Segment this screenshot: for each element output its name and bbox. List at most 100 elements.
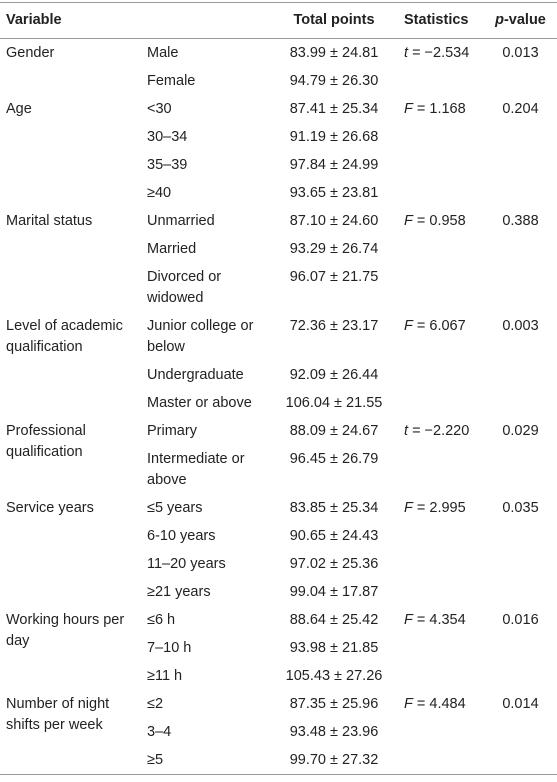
table-row: 30–34 91.19 ± 26.68 xyxy=(0,123,557,151)
table-row: Master or above 106.04 ± 21.55 xyxy=(0,389,557,417)
statistic-cell: F = 0.958 xyxy=(398,207,484,312)
statistic-symbol: t xyxy=(404,44,409,61)
level-cell: Junior college or below xyxy=(147,317,254,355)
level-cell: Male xyxy=(147,44,179,61)
header-cell: Total points xyxy=(270,2,398,39)
table-row: Divorced or widowed 96.07 ± 21.75 xyxy=(0,263,557,312)
total-cell: 99.70 ± 27.32 xyxy=(289,751,379,768)
statistic-value: = 2.995 xyxy=(416,499,466,516)
statistic-value: = −2.220 xyxy=(412,422,470,439)
statistic-cell: F = 1.168 xyxy=(398,95,484,207)
total-cell: 72.36 ± 23.17 xyxy=(289,317,379,334)
level-cell: 7–10 h xyxy=(147,639,192,656)
header-row: Variable Total points Statistics p-value xyxy=(0,2,557,39)
total-cell: 97.02 ± 25.36 xyxy=(289,555,379,572)
table-row: Number of night shifts per week ≤2 87.35 ±… xyxy=(0,690,557,733)
total-cell: 83.85 ± 25.34 xyxy=(289,499,379,516)
total-cell: 87.35 ± 25.96 xyxy=(289,695,379,712)
level-cell: Undergraduate xyxy=(147,366,244,383)
p-value-cell: 0.013 xyxy=(502,44,539,61)
variable-cell: Service years xyxy=(6,499,94,516)
statistic-cell: F = 6.067 xyxy=(398,312,484,417)
statistic-symbol: F xyxy=(404,100,413,117)
header-text: -value xyxy=(503,12,546,28)
level-cell: 6-10 years xyxy=(147,527,216,544)
table-row: 11–20 years 97.02 ± 25.36 xyxy=(0,550,557,578)
total-cell: 105.43 ± 27.26 xyxy=(285,667,383,684)
level-cell: Primary xyxy=(147,422,197,439)
statistic-cell: F = 4.484 xyxy=(398,690,484,775)
total-cell: 93.29 ± 26.74 xyxy=(289,240,379,257)
level-cell: Intermediate or above xyxy=(147,450,245,488)
level-cell: Divorced or widowed xyxy=(147,268,222,306)
statistic-symbol: F xyxy=(404,499,413,516)
level-cell: ≥5 xyxy=(147,751,164,768)
level-cell: ≥21 years xyxy=(147,583,211,600)
statistic-cell: t = −2.534 xyxy=(398,39,484,96)
table-row: 7–10 h 93.98 ± 21.85 xyxy=(0,634,557,662)
header-cell: Variable xyxy=(0,2,270,39)
total-cell: 94.79 ± 26.30 xyxy=(289,72,379,89)
variable-cell: Professional qualification xyxy=(6,422,86,460)
p-value-cell: 0.014 xyxy=(502,695,539,712)
total-cell: 91.19 ± 26.68 xyxy=(289,128,379,145)
statistic-cell: t = −2.220 xyxy=(398,417,484,494)
table-row: ≥5 99.70 ± 27.32 xyxy=(0,746,557,775)
statistic-symbol: F xyxy=(404,212,413,229)
total-cell: 93.65 ± 23.81 xyxy=(289,184,379,201)
statistic-cell: F = 2.995 xyxy=(398,494,484,606)
level-cell: ≤5 years xyxy=(147,499,203,516)
level-cell: <30 xyxy=(147,100,172,117)
p-value-cell: 0.388 xyxy=(502,212,539,229)
table-row: 3–4 93.48 ± 23.96 xyxy=(0,718,557,746)
variable-cell: Number of night shifts per week xyxy=(6,695,110,733)
variable-cell: Age xyxy=(6,100,32,117)
variable-cell: Marital status xyxy=(6,212,93,229)
p-value-cell: 0.003 xyxy=(502,317,539,334)
statistic-value: = −2.534 xyxy=(412,44,470,61)
total-cell: 96.07 ± 21.75 xyxy=(289,268,379,285)
p-value-cell: 0.204 xyxy=(502,100,539,117)
header-italic: p xyxy=(495,12,504,28)
variable-cell: Gender xyxy=(6,44,55,61)
level-cell: 11–20 years xyxy=(147,555,226,572)
table-row: Intermediate or above 96.45 ± 26.79 xyxy=(0,445,557,494)
level-cell: Married xyxy=(147,240,197,257)
p-value-cell: 0.035 xyxy=(502,499,539,516)
statistic-symbol: t xyxy=(404,422,409,439)
statistic-symbol: F xyxy=(404,317,413,334)
total-cell: 93.98 ± 21.85 xyxy=(289,639,379,656)
table-body: Gender Male 83.99 ± 24.81 t = −2.534 0.013 Fe… xyxy=(0,39,557,775)
total-cell: 87.41 ± 25.34 xyxy=(289,100,379,117)
table-row: Service years ≤5 years 83.85 ± 25.34 F = 2.… xyxy=(0,494,557,522)
p-value-cell: 0.016 xyxy=(502,611,539,628)
statistic-cell: F = 4.354 xyxy=(398,606,484,690)
table-row: 35–39 97.84 ± 24.99 xyxy=(0,151,557,179)
statistic-value: = 4.354 xyxy=(416,611,466,628)
table-row: Gender Male 83.99 ± 24.81 t = −2.534 0.013 xyxy=(0,39,557,68)
level-cell: ≤6 h xyxy=(147,611,176,628)
total-cell: 93.48 ± 23.96 xyxy=(289,723,379,740)
total-cell: 90.65 ± 24.43 xyxy=(289,527,379,544)
table-row: Female 94.79 ± 26.30 xyxy=(0,67,557,95)
table-row: Marital status Unmarried 87.10 ± 24.60 F = … xyxy=(0,207,557,235)
table-row: ≥21 years 99.04 ± 17.87 xyxy=(0,578,557,606)
level-cell: ≤2 xyxy=(147,695,164,712)
total-cell: 97.84 ± 24.99 xyxy=(289,156,379,173)
total-cell: 96.45 ± 26.79 xyxy=(289,450,379,467)
table-row: 6-10 years 90.65 ± 24.43 xyxy=(0,522,557,550)
level-cell: 30–34 xyxy=(147,128,188,145)
total-cell: 106.04 ± 21.55 xyxy=(285,394,383,411)
header-cell: p-value xyxy=(484,2,557,39)
total-cell: 83.99 ± 24.81 xyxy=(289,44,379,61)
statistic-symbol: F xyxy=(404,695,413,712)
total-cell: 92.09 ± 26.44 xyxy=(289,366,379,383)
level-cell: Female xyxy=(147,72,196,89)
variable-cell: Level of academic qualification xyxy=(6,317,123,355)
total-cell: 88.64 ± 25.42 xyxy=(289,611,379,628)
table-row: Age <30 87.41 ± 25.34 F = 1.168 0.204 xyxy=(0,95,557,123)
statistic-value: = 4.484 xyxy=(416,695,466,712)
table-row: Married 93.29 ± 26.74 xyxy=(0,235,557,263)
